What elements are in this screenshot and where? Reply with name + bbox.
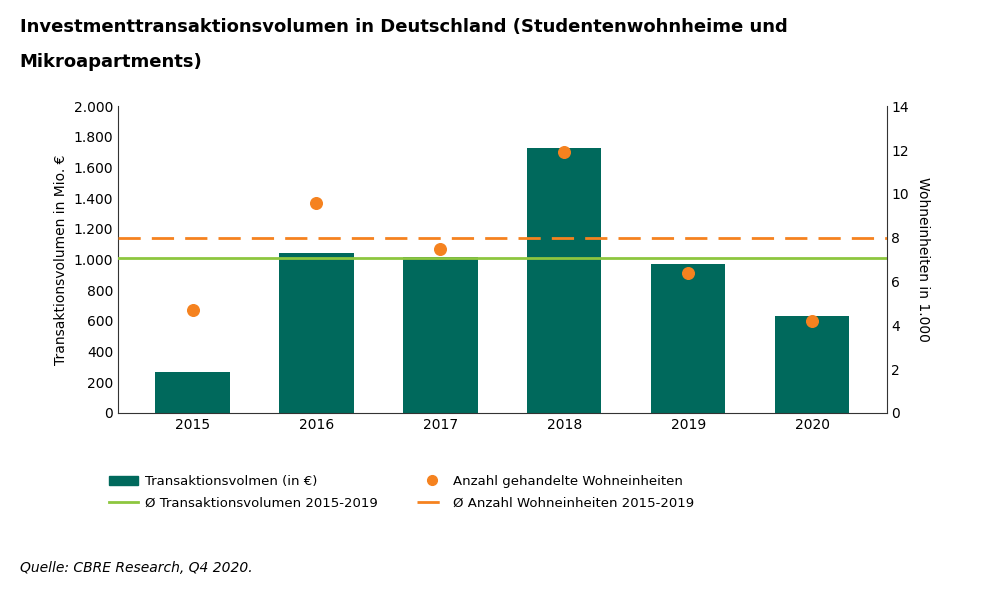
Point [681,268,696,277]
Bar [651,264,725,413]
Y-axis label: Wohneinheiten in 1.000: Wohneinheiten in 1.000 [916,177,930,342]
Text: Quelle: CBRE Research, Q4 2020.: Quelle: CBRE Research, Q4 2020. [20,561,252,575]
Legend: Transaktionsvolmen (in €), Ø Transaktionsvolumen 2015-2019, Anzahl gehandelte Wo: Transaktionsvolmen (in €), Ø Transaktion… [109,475,694,510]
Text: Mikroapartments): Mikroapartments) [20,53,203,71]
Bar [156,372,230,413]
Text: Investmenttransaktionsvolumen in Deutschland (Studentenwohnheime und: Investmenttransaktionsvolumen in Deutsch… [20,18,787,36]
Bar [527,148,602,413]
Point [184,305,200,314]
Point [805,316,821,326]
Point [308,198,324,207]
Point [432,244,448,253]
Bar [775,316,849,413]
Y-axis label: Transaktionsvolumen in Mio. €: Transaktionsvolumen in Mio. € [54,155,68,365]
Bar [403,257,478,413]
Bar [280,254,354,413]
Point [557,148,572,157]
